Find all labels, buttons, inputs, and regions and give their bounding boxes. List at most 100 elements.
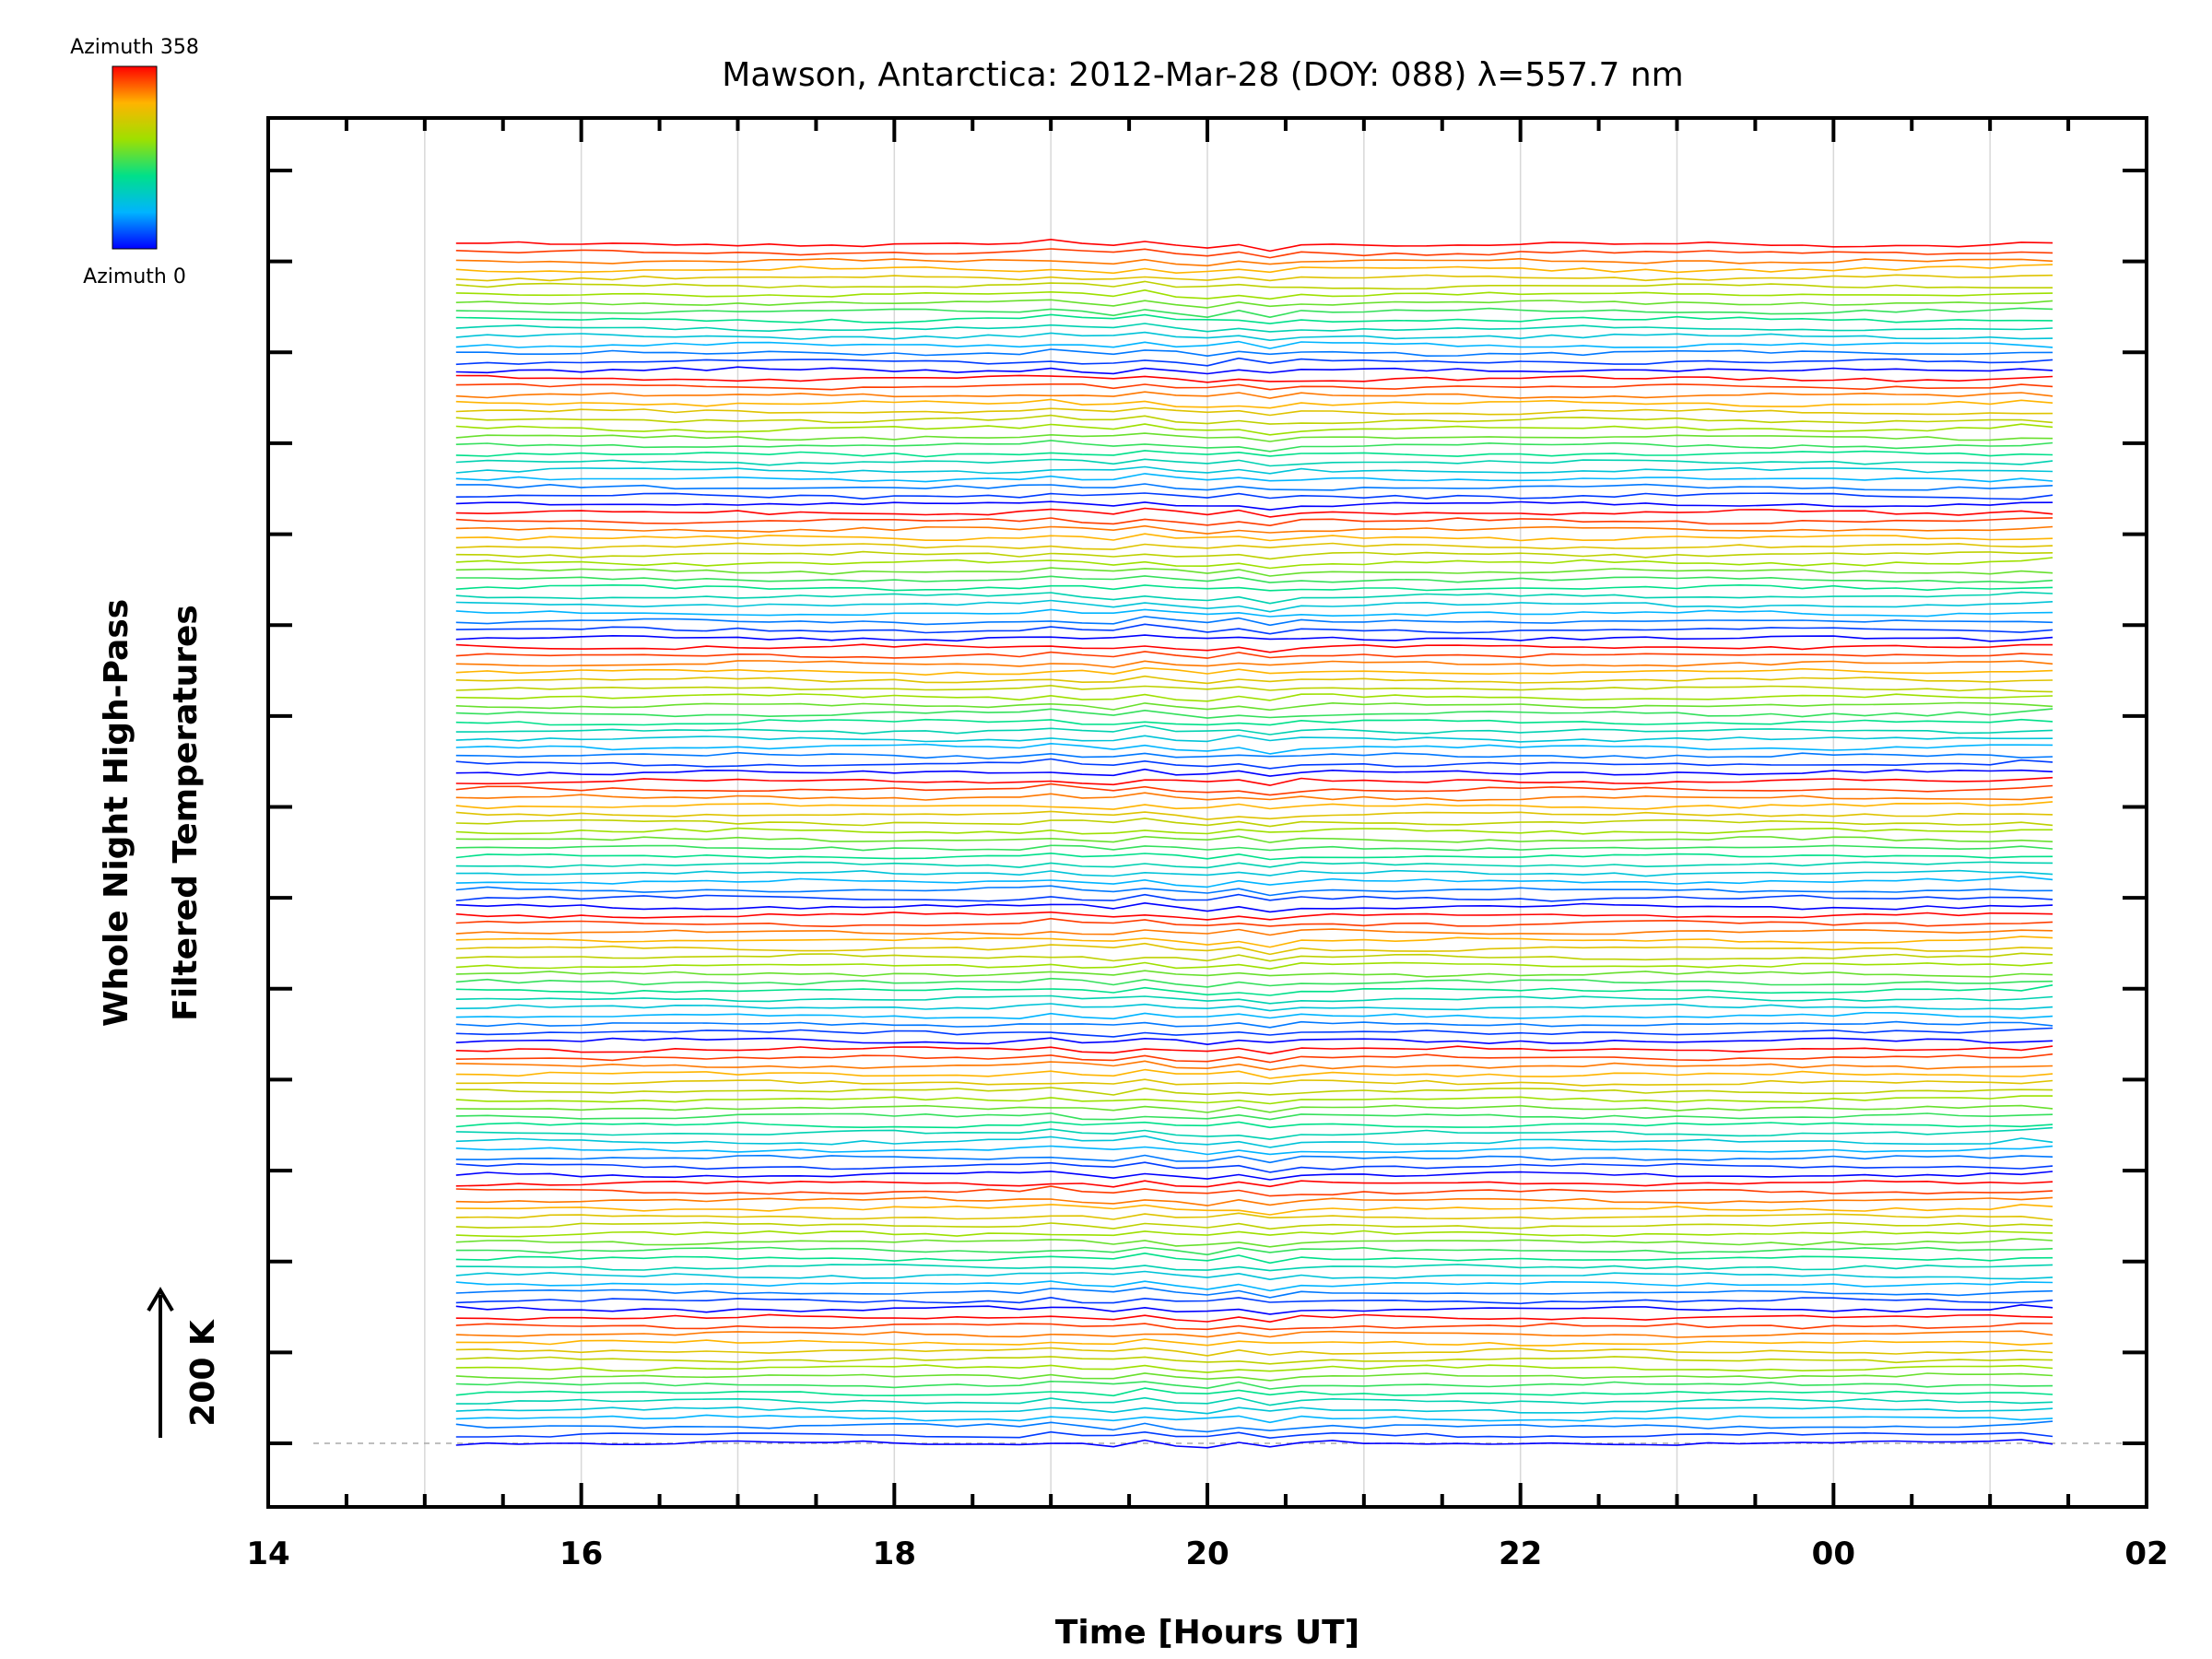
series-line: [455, 961, 2053, 970]
series-line: [455, 1406, 2053, 1415]
series-line: [455, 524, 2053, 535]
series-line: [455, 1161, 2053, 1173]
series-line: [455, 1171, 2053, 1181]
series-line: [455, 1145, 2053, 1156]
series-line: [455, 876, 2053, 888]
series-line: [455, 1104, 2053, 1113]
series-line: [455, 238, 2053, 253]
series-line: [455, 391, 2053, 399]
series-line: [455, 852, 2053, 861]
series-line: [455, 406, 2053, 417]
series-line: [455, 758, 2053, 770]
series-line: [455, 1246, 2053, 1256]
scale-label: 200 K: [184, 1319, 222, 1427]
x-tick-label: 00: [1812, 1535, 1855, 1572]
x-axis-title: Time [Hours UT]: [1055, 1614, 1359, 1652]
series-line: [455, 248, 2053, 259]
series-line: [455, 782, 2053, 796]
series-line: [455, 1364, 2053, 1373]
series-line: [455, 952, 2053, 962]
series-line: [455, 724, 2053, 735]
series-line: [455, 483, 2053, 491]
colorbar-bottom-label: Azimuth 0: [83, 265, 186, 288]
series-line: [455, 1037, 2053, 1045]
x-tick-label: 14: [246, 1535, 289, 1572]
scale-arrow-head: [147, 1287, 174, 1312]
series-line: [455, 1003, 2053, 1012]
series-line: [455, 1322, 2053, 1331]
series-line: [455, 307, 2053, 319]
series-line: [455, 331, 2053, 342]
series-line: [455, 634, 2053, 642]
series-line: [455, 1356, 2053, 1365]
series-line: [455, 557, 2053, 570]
series-line: [455, 1338, 2053, 1347]
x-tick-label: 16: [559, 1535, 603, 1572]
series-line: [455, 1230, 2053, 1238]
series-line: [455, 1027, 2053, 1038]
series-line: [455, 1420, 2053, 1433]
series-line: [455, 666, 2053, 677]
series-line: [455, 1264, 2053, 1272]
y-axis-title-line-1: Whole Night High-Pass: [98, 599, 135, 1027]
series-line: [455, 1270, 2053, 1280]
series-line: [455, 835, 2053, 843]
series-line: [455, 917, 2053, 928]
series-line: [455, 492, 2053, 500]
x-tick-label: 02: [2124, 1535, 2168, 1572]
series-line: [455, 1313, 2053, 1323]
chart-title: Mawson, Antarctica: 2012-Mar-28 (DOY: 08…: [722, 56, 1683, 94]
series-line: [455, 357, 2053, 367]
axis-ticks: [266, 118, 2148, 1507]
series-line: [455, 382, 2053, 391]
series-line: [455, 1053, 2053, 1064]
series-line: [455, 1126, 2053, 1140]
series-line: [455, 1204, 2053, 1216]
series-line: [455, 1414, 2053, 1424]
series-line: [455, 1212, 2053, 1221]
series-line: [455, 751, 2053, 759]
series-line: [455, 1304, 2053, 1315]
series-line: [455, 893, 2053, 902]
series-line: [455, 1095, 2053, 1105]
x-tick-label: 22: [1499, 1535, 1542, 1572]
series-line: [455, 1280, 2053, 1292]
series-line: [455, 1396, 2053, 1406]
series-line: [455, 1381, 2053, 1390]
series-line: [455, 440, 2053, 453]
series-line: [455, 1185, 2053, 1197]
series-line: [455, 827, 2053, 835]
series-line: [455, 348, 2053, 358]
x-tick-labels: 14 16 18 20 22 00 02: [246, 1535, 2168, 1572]
series-group: [455, 238, 2053, 1449]
series-line: [455, 768, 2053, 777]
series-line: [455, 742, 2053, 755]
series-line: [455, 942, 2053, 956]
series-line: [455, 323, 2053, 333]
series-line: [455, 623, 2053, 635]
series-line: [455, 984, 2053, 996]
series-line: [455, 1287, 2053, 1299]
series-line: [455, 257, 2053, 267]
series-line: [455, 1221, 2053, 1230]
series-line: [455, 500, 2053, 511]
series-line: [455, 465, 2053, 475]
series-line: [455, 1112, 2053, 1121]
series-line: [455, 1020, 2053, 1029]
series-line: [455, 550, 2053, 560]
series-line: [455, 1087, 2053, 1096]
x-tick-label: 20: [1185, 1535, 1229, 1572]
series-line: [455, 458, 2053, 467]
series-line: [455, 274, 2053, 282]
series-line: [455, 818, 2053, 828]
x-tick-label: 18: [873, 1535, 916, 1572]
series-line: [455, 1297, 2053, 1305]
series-line: [455, 1347, 2053, 1357]
series-line: [455, 1180, 2053, 1188]
series-line: [455, 1154, 2053, 1164]
series-line: [455, 432, 2053, 442]
series-line: [455, 801, 2053, 810]
series-line: [455, 928, 2053, 936]
series-line: [455, 591, 2053, 605]
